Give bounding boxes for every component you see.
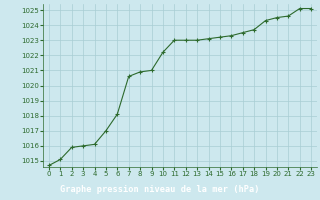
Text: Graphe pression niveau de la mer (hPa): Graphe pression niveau de la mer (hPa) — [60, 186, 260, 194]
